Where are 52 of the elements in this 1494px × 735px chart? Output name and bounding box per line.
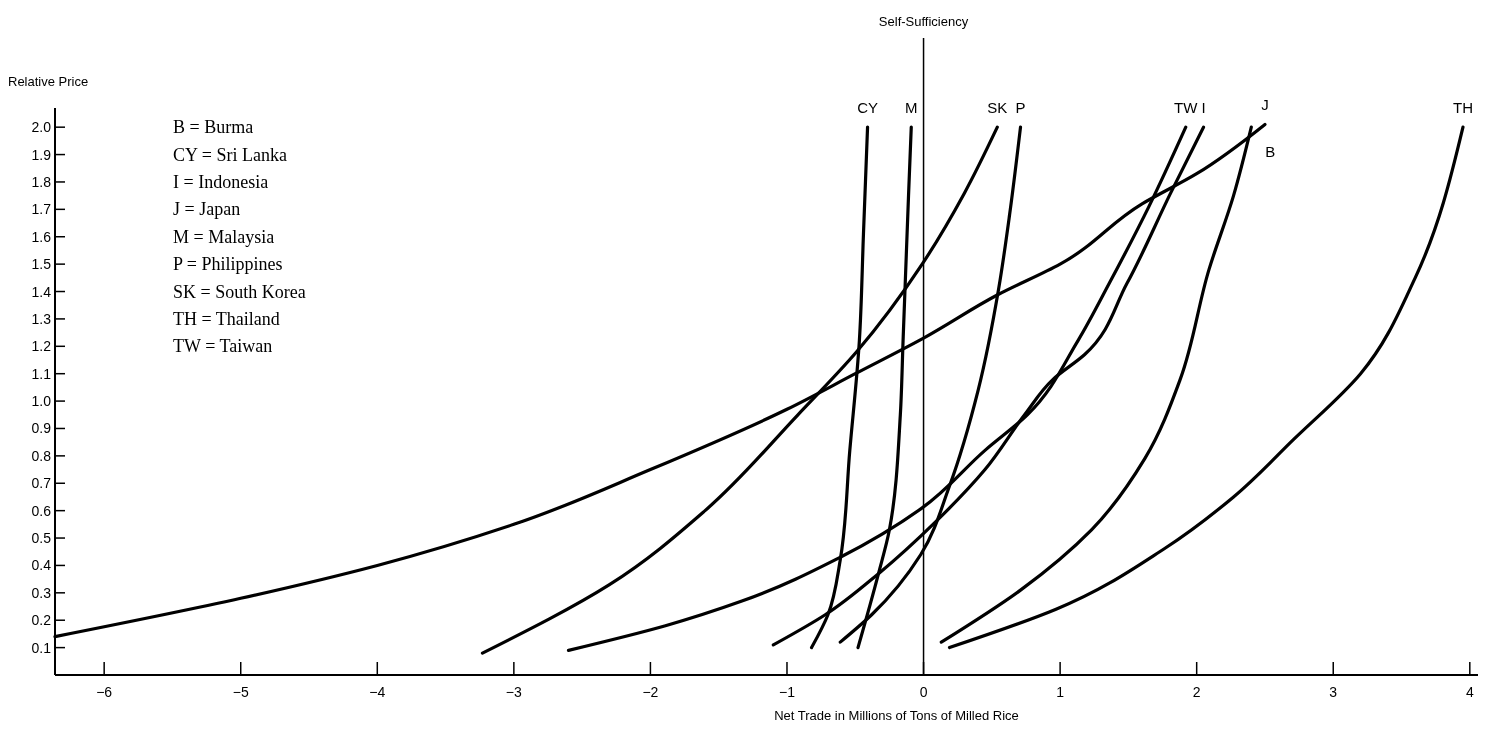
y-tick-label: 1.3 <box>31 310 52 327</box>
x-tick-label: −6 <box>96 684 113 700</box>
series-label: CY <box>857 99 878 117</box>
y-tick-label: 1.9 <box>31 146 52 163</box>
y-tick-label: 0.9 <box>31 420 52 437</box>
x-tick-label: 1 <box>1056 684 1065 700</box>
annotation: TW = Taiwan <box>173 336 273 357</box>
y-tick-label: 0.1 <box>31 639 52 656</box>
x-tick-label: −4 <box>369 684 386 700</box>
y-tick-label: 1.1 <box>31 365 52 382</box>
y-axis-title: Relative Price <box>8 74 89 89</box>
y-tick-label: 1.8 <box>31 173 52 190</box>
annotation: CY = Sri Lanka <box>173 144 287 165</box>
annotation: P = Philippines <box>173 254 283 275</box>
annotation: I = Indonesia <box>173 171 269 192</box>
annotation: J = Japan <box>173 199 241 220</box>
x-tick-label: 3 <box>1329 684 1338 700</box>
y-tick-label: 0.7 <box>31 475 52 492</box>
annotation: SK = South Korea <box>173 281 306 302</box>
y-tick-label: 1.5 <box>31 256 52 273</box>
y-tick-label: 0.8 <box>31 447 52 464</box>
x-tick-label: −1 <box>779 684 796 700</box>
series-label: TW <box>1174 99 1199 117</box>
ref-line-label: Self-Sufficiency <box>878 14 969 29</box>
series-label: TH <box>1452 99 1473 117</box>
y-tick-label: 0.3 <box>31 584 52 601</box>
x-tick-label: 4 <box>1465 684 1474 700</box>
y-tick-label: 0.4 <box>31 557 52 574</box>
series-label: M <box>905 99 918 117</box>
y-tick-label: 0.5 <box>31 530 52 547</box>
y-tick-label: 1.4 <box>31 283 52 300</box>
y-tick-label: 1.6 <box>31 228 52 245</box>
annotation: B = Burma <box>173 117 254 138</box>
x-tick-label: −3 <box>505 684 523 700</box>
x-axis-title: Net Trade in Millions of Tons of Milled Rice <box>774 708 1019 723</box>
y-tick-label: 0.2 <box>31 612 52 629</box>
y-tick-label: 2.0 <box>31 119 52 136</box>
y-tick-label: 1.2 <box>31 338 52 355</box>
series-label: B <box>1265 143 1276 161</box>
annotation: M = Malaysia <box>173 226 275 247</box>
x-tick-label: 2 <box>1192 684 1201 700</box>
x-tick-label: −5 <box>232 684 249 700</box>
series-label: I <box>1201 99 1206 117</box>
x-tick-label: 0 <box>919 684 928 700</box>
series-label: J <box>1261 96 1269 114</box>
series-label: P <box>1015 99 1026 117</box>
series-label: SK <box>987 99 1008 117</box>
y-tick-label: 0.6 <box>31 502 52 519</box>
annotation: TH = Thailand <box>173 308 280 329</box>
y-tick-label: 1.7 <box>31 201 52 218</box>
y-tick-label: 1.0 <box>31 393 52 410</box>
x-tick-label: −2 <box>642 684 659 700</box>
